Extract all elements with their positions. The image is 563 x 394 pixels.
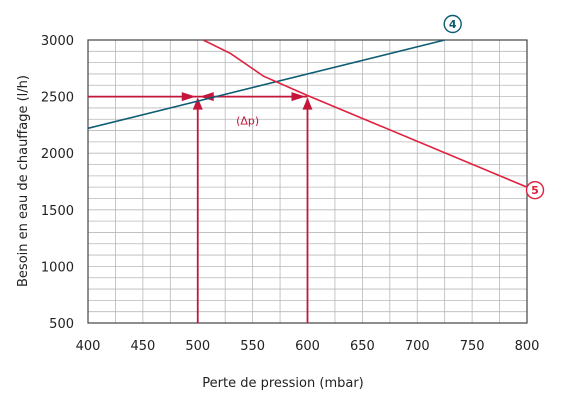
series-label: 4 [449, 18, 457, 31]
x-tick-label: 600 [295, 339, 320, 354]
x-tick-label: 700 [405, 339, 430, 354]
y-tick-label: 2500 [41, 91, 74, 106]
level-arrow-right [291, 92, 306, 102]
level-arrow-right [181, 92, 196, 102]
y-tick-label: 1000 [41, 260, 74, 275]
series-layer: 45 [87, 14, 545, 200]
y-tick-label: 3000 [41, 34, 74, 49]
series-marker-circle [443, 14, 462, 34]
tick-labels: 400 450 500 550 600 650 700 750 800 500 1000 1500 20… [41, 34, 540, 354]
y-axis-label: Besoin en eau de chauffage (l/h) [16, 75, 31, 287]
marker-arrow-up [192, 97, 203, 110]
x-tick-label: 650 [350, 339, 375, 354]
x-tick-label: 450 [130, 339, 155, 354]
series-marker-circle [525, 180, 545, 200]
y-tick-label: 1500 [41, 204, 74, 219]
x-axis-label: Perte de pression (mbar) [202, 376, 364, 391]
y-tick-label: 2000 [41, 147, 74, 162]
x-tick-label: 550 [240, 339, 265, 354]
y-tick-label: 500 [49, 317, 74, 332]
x-tick-label: 500 [185, 339, 210, 354]
x-tick-label: 750 [460, 339, 485, 354]
x-tick-label: 800 [515, 339, 540, 354]
marker-arrow-up [302, 97, 313, 110]
series-line [202, 39, 528, 188]
guides: (Δp) [88, 92, 313, 323]
delta-p-label: (Δp) [236, 115, 259, 128]
x-tick-label: 400 [76, 339, 101, 354]
series-line [87, 39, 445, 130]
series-label: 5 [531, 184, 539, 197]
